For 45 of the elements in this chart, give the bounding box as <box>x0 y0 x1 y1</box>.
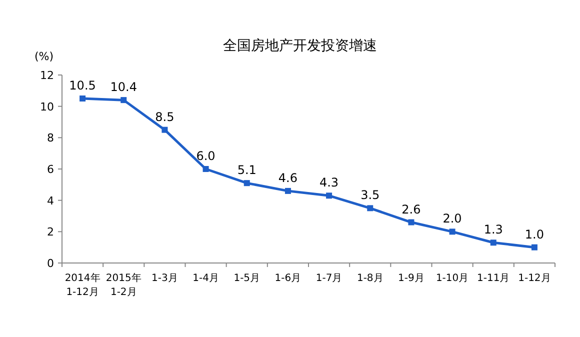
point <box>162 126 168 133</box>
x-tick-label: 2015年 1-2月 <box>106 272 142 298</box>
point <box>244 180 250 186</box>
point <box>449 228 456 235</box>
data-label: 8.5 <box>155 110 174 124</box>
data-label: 4.3 <box>319 176 339 190</box>
point <box>202 166 209 172</box>
x-tick-label: 1-8月 <box>356 273 384 284</box>
x-tick-label: 1-10月 <box>436 273 469 284</box>
data-label: 2.0 <box>442 212 462 226</box>
y-tick-label: 4 <box>47 194 54 208</box>
point <box>490 240 496 246</box>
data-label: 10.4 <box>110 80 137 94</box>
data-label: 4.6 <box>278 170 298 185</box>
data-label: 1.0 <box>524 227 544 242</box>
x-tick-label: 1-6月 <box>274 273 302 284</box>
point <box>531 244 538 250</box>
point <box>120 97 127 104</box>
y-tick-label: 2 <box>47 226 54 239</box>
y-tick-label: 12 <box>40 69 54 82</box>
point <box>326 192 332 199</box>
x-tick-label: 1-9月 <box>398 273 424 284</box>
data-label: 3.5 <box>360 188 380 202</box>
x-tick-label: 1-4月 <box>192 273 219 284</box>
data-label: 10.5 <box>69 78 96 92</box>
x-tick-label: 2014年 1-12月 <box>64 272 100 298</box>
x-tick-label: 1-12月 <box>518 273 551 284</box>
y-tick-label: 10 <box>40 100 54 114</box>
point <box>284 188 291 194</box>
x-tick-label: 1-5月 <box>234 273 260 284</box>
point <box>80 96 86 102</box>
data-label: 1.3 <box>484 222 503 237</box>
point <box>408 219 414 226</box>
data-label: 5.1 <box>237 163 256 178</box>
data-label: 2.6 <box>402 202 421 216</box>
data-label: 6.0 <box>196 149 216 163</box>
y-tick-label: 0 <box>47 257 54 270</box>
point <box>367 205 374 212</box>
x-tick-label: 1-11月 <box>477 273 510 284</box>
x-tick-label: 1-3月 <box>152 273 178 284</box>
y-tick-label: 6 <box>47 163 54 176</box>
x-tick-label: 1-7月 <box>316 273 342 284</box>
y-tick-label: 8 <box>47 132 54 145</box>
chart-title: 全国房地产开发投资增速 <box>223 38 377 54</box>
y-axis-title: (%) <box>34 50 54 63</box>
